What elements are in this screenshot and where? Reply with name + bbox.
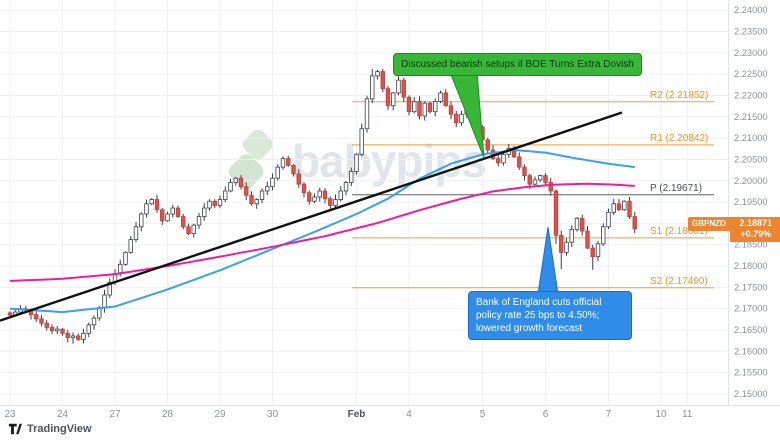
svg-text:2.23500: 2.23500: [734, 27, 768, 37]
bearish-setup-callout[interactable]: Discussed bearish setups if BOE Turns Ex…: [393, 53, 642, 76]
symbol-price-badge: GBPNZD 2.18871 +0.79%: [688, 216, 780, 242]
moving-averages: [9, 149, 635, 314]
svg-text:2.16000: 2.16000: [734, 346, 768, 356]
svg-text:2.20500: 2.20500: [734, 154, 768, 164]
svg-text:2.17000: 2.17000: [734, 304, 768, 314]
svg-text:2.15000: 2.15000: [734, 389, 768, 399]
svg-text:28: 28: [162, 409, 174, 420]
fast-ma[interactable]: [9, 149, 635, 314]
boe-rate-cut-text: Bank of England cuts official policy rat…: [476, 297, 602, 334]
svg-text:2.20000: 2.20000: [734, 176, 768, 186]
svg-text:6: 6: [543, 409, 549, 420]
svg-text:23: 23: [4, 409, 16, 420]
watermark: babypips: [222, 130, 487, 192]
svg-text:2.21500: 2.21500: [734, 112, 768, 122]
callout-pointers: [449, 71, 559, 295]
svg-text:2.24000: 2.24000: [734, 5, 768, 15]
last-price: 2.18871: [739, 217, 773, 228]
svg-text:10: 10: [655, 409, 667, 420]
tradingview-attribution[interactable]: TradingView: [8, 422, 92, 436]
bearish-setup-text: Discussed bearish setups if BOE Turns Ex…: [401, 59, 634, 70]
svg-text:2.15500: 2.15500: [734, 368, 768, 378]
grid: [0, 0, 728, 405]
pivot-levels: R2 (2.21852) R1 (2.20842) P (2.19671) S1 (2…: [352, 90, 714, 289]
pivot-label: S2 (2.17490): [650, 276, 708, 287]
svg-text:2.22000: 2.22000: [734, 90, 768, 100]
pivot-label: R1 (2.20842): [650, 133, 708, 144]
svg-text:30: 30: [267, 409, 279, 420]
svg-text:2.18000: 2.18000: [734, 261, 768, 271]
slow-ma[interactable]: [9, 182, 635, 282]
svg-text:2.19500: 2.19500: [734, 197, 768, 207]
svg-text:2.22500: 2.22500: [734, 69, 768, 79]
svg-text:2.17500: 2.17500: [734, 282, 768, 292]
svg-text:29: 29: [214, 409, 226, 420]
svg-text:4: 4: [406, 409, 412, 420]
svg-text:2.16500: 2.16500: [734, 325, 768, 335]
svg-text:Feb: Feb: [348, 409, 366, 420]
price-axis[interactable]: 2.24000 2.23500 2.23000 2.22500 2.22000 2.215…: [728, 0, 768, 405]
price-change: +0.79%: [740, 228, 772, 239]
pivot-label: S1 (2.18661): [650, 226, 708, 237]
trendline[interactable]: [0, 111, 623, 322]
svg-text:2.18500: 2.18500: [734, 240, 768, 250]
pivot-label: R2 (2.21852): [650, 90, 708, 101]
svg-text:2.23000: 2.23000: [734, 48, 768, 58]
pivot-label: P (2.19671): [650, 183, 702, 194]
svg-text:24: 24: [57, 409, 69, 420]
boe-rate-cut-callout[interactable]: Bank of England cuts official policy rat…: [468, 291, 632, 340]
symbol-flag: GBPNZD: [688, 216, 730, 231]
svg-text:7: 7: [606, 409, 612, 420]
svg-text:27: 27: [109, 409, 121, 420]
price-chart[interactable]: R2 (2.21852) R1 (2.20842) P (2.19671) S1 (2…: [0, 0, 780, 420]
svg-text:11: 11: [682, 409, 693, 420]
time-axis[interactable]: 23 24 27 28 29 30 Feb 4 5 6 7 10 11: [0, 405, 780, 421]
svg-text:2.21000: 2.21000: [734, 133, 768, 143]
boe-callout-pointer: [537, 226, 559, 295]
svg-text:5: 5: [480, 409, 486, 420]
tradingview-icon: [8, 423, 22, 435]
brand-label: TradingView: [27, 423, 92, 435]
watermark-text: babypips: [292, 135, 487, 187]
